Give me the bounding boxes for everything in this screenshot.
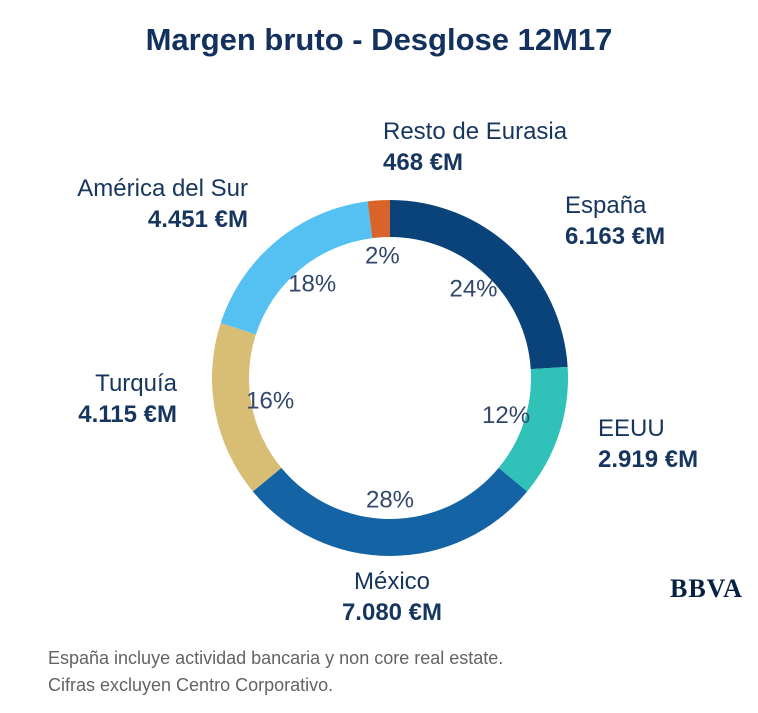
segment-label-resto-de-eurasia: Resto de Eurasia 468 €M	[383, 116, 567, 178]
segment-name: América del Sur	[77, 175, 248, 202]
percent-label-4: 18%	[288, 270, 336, 297]
segment-name: España	[565, 192, 647, 219]
percent-label-1: 12%	[482, 402, 530, 429]
segment-value: 7.080 €M	[341, 599, 443, 626]
segment-label-mexico: México 7.080 €M	[282, 566, 502, 628]
chart-title: Margen bruto - Desglose 12M17	[145, 22, 613, 57]
segment-name: Resto de Eurasia	[383, 118, 568, 145]
percent-label-2: 28%	[366, 487, 414, 514]
segment-label-eeuu: EEUU 2.919 €M	[598, 413, 698, 475]
segment-value: 6.163 €M	[565, 223, 666, 250]
donut-segment-4	[220, 201, 373, 335]
donut-segment-5	[367, 200, 390, 239]
segment-value: 468 €M	[383, 149, 464, 176]
donut-segment-1	[498, 366, 568, 492]
segment-value: 4.115 €M	[78, 401, 177, 428]
bbva-logo: BBVA	[670, 574, 743, 603]
segment-name: Turquía	[95, 370, 177, 397]
donut-segment-0	[390, 200, 568, 370]
donut-chart: 24% 12% 28% 16% 18% 2%	[212, 200, 568, 556]
segment-name: EEUU	[598, 415, 665, 442]
segment-label-espana: España 6.163 €M	[565, 190, 665, 252]
percent-label-0: 24%	[449, 276, 497, 303]
footnote-line-2: Cifras excluyen Centro Corporativo.	[48, 675, 334, 695]
percent-label-3: 16%	[246, 387, 294, 414]
footnote: España incluye actividad bancaria y non …	[48, 645, 503, 699]
segment-value: 4.451 €M	[147, 206, 248, 233]
percent-label-5: 2%	[365, 243, 400, 270]
segment-value: 2.919 €M	[598, 446, 699, 473]
footnote-line-1: España incluye actividad bancaria y non …	[48, 648, 504, 668]
segment-name: México	[353, 568, 431, 595]
segment-label-america-del-sur: América del Sur 4.451 €M	[30, 173, 248, 235]
segment-label-turquia: Turquía 4.115 €M	[20, 368, 177, 430]
donut-segment-3	[212, 322, 282, 492]
donut-segment-2	[252, 467, 528, 556]
